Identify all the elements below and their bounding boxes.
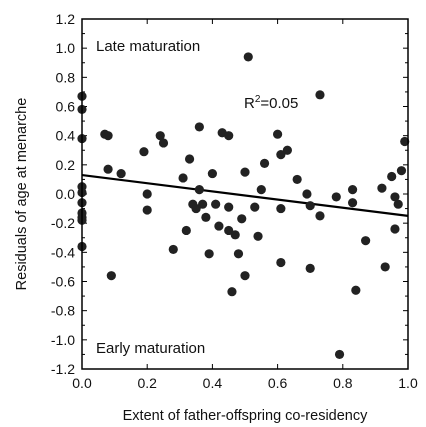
y-axis-ticks: 1.2 1.0 0.8 0.6 0.4 0.2 0.0 -0.2 -0.4 -0.6 -0.8 -1.…: [51, 11, 408, 377]
data-point: [380, 262, 390, 272]
y-tick-label: -0.6: [51, 274, 75, 290]
data-point: [292, 174, 302, 185]
data-point: [227, 287, 237, 297]
data-point: [204, 249, 214, 259]
data-point: [302, 189, 312, 199]
data-point: [158, 138, 169, 148]
data-point: [191, 203, 201, 214]
r-squared-base: R: [244, 95, 255, 112]
x-tick-label: 0.0: [72, 375, 92, 391]
data-point: [282, 145, 292, 155]
y-tick-label: 0.6: [56, 99, 76, 115]
x-tick-label: 0.4: [203, 375, 223, 391]
data-point: [240, 167, 250, 177]
data-point: [331, 192, 341, 202]
y-tick-label: 0.0: [56, 186, 76, 202]
data-point: [347, 185, 358, 195]
late-maturation-label: Late maturation: [96, 38, 200, 55]
early-maturation-label: Early maturation: [96, 340, 205, 357]
y-tick-label: -0.8: [51, 303, 75, 319]
r-squared-superscript: 2: [255, 94, 261, 105]
data-point: [139, 147, 149, 157]
data-point: [250, 202, 260, 212]
data-point: [396, 166, 407, 176]
data-point: [273, 129, 283, 139]
r-squared-label: R2=0.05: [244, 94, 298, 112]
data-point: [106, 271, 116, 281]
y-tick-label: -1.2: [51, 361, 75, 377]
data-point: [224, 131, 234, 141]
plot-frame: [81, 18, 409, 370]
data-point: [142, 205, 152, 215]
data-point: [351, 285, 361, 295]
regression-line: [81, 173, 409, 217]
data-point: [276, 203, 286, 214]
data-point: [194, 122, 204, 132]
data-point: [393, 199, 403, 209]
data-point: [387, 171, 397, 182]
x-tick-label: 0.8: [333, 375, 353, 391]
data-point: [256, 185, 266, 195]
data-point: [207, 168, 217, 179]
data-point: [305, 201, 315, 211]
data-point: [315, 90, 325, 100]
x-tick-label: 0.2: [137, 375, 157, 391]
y-tick-label: 1.0: [56, 40, 76, 56]
data-point: [103, 164, 113, 174]
regression-line-group: [81, 173, 409, 217]
data-point: [400, 136, 410, 147]
data-point: [259, 158, 270, 168]
data-point: [315, 211, 325, 221]
data-point: [240, 271, 250, 281]
data-point: [224, 202, 234, 212]
data-point: [334, 349, 345, 360]
r-squared-value: =0.05: [260, 95, 298, 112]
y-tick-label: 0.8: [56, 69, 76, 85]
x-tick-label: 1.0: [398, 375, 418, 391]
x-axis-title: Extent of father-offspring co-residency: [123, 408, 368, 424]
y-axis-title: Residuals of age at menarche: [14, 98, 30, 291]
data-point: [116, 168, 126, 179]
data-point: [347, 198, 358, 208]
data-point: [201, 212, 211, 222]
data-point: [230, 230, 240, 240]
data-point: [178, 173, 188, 183]
data-point: [168, 244, 178, 255]
y-tick-label: 0.2: [56, 157, 76, 173]
y-tick-label: 0.4: [56, 128, 76, 144]
data-point: [224, 225, 234, 236]
y-tick-label: -0.4: [51, 244, 75, 260]
data-point: [237, 214, 247, 224]
data-point: [276, 150, 286, 160]
data-points: [77, 52, 410, 360]
data-point: [198, 199, 208, 209]
x-axis-ticks: 0.0 0.2 0.4 0.6 0.8 1.0: [72, 19, 418, 391]
data-point: [181, 225, 191, 236]
y-tick-label: -1.0: [51, 332, 75, 348]
x-tick-label: 0.6: [268, 375, 288, 391]
data-point: [305, 263, 315, 273]
y-tick-label: -0.2: [51, 215, 75, 231]
data-point: [142, 189, 152, 199]
data-point: [184, 154, 195, 164]
data-point: [214, 221, 224, 231]
data-point: [155, 131, 165, 141]
data-point: [194, 185, 204, 195]
data-point: [253, 231, 263, 241]
data-point: [211, 199, 221, 209]
y-tick-label: 1.2: [56, 11, 76, 27]
data-point: [243, 52, 253, 62]
data-point: [233, 249, 244, 259]
data-point: [103, 131, 113, 141]
data-point: [377, 183, 387, 193]
data-point: [276, 257, 286, 268]
data-point: [390, 192, 400, 202]
data-point: [390, 224, 400, 234]
data-point: [361, 236, 371, 246]
